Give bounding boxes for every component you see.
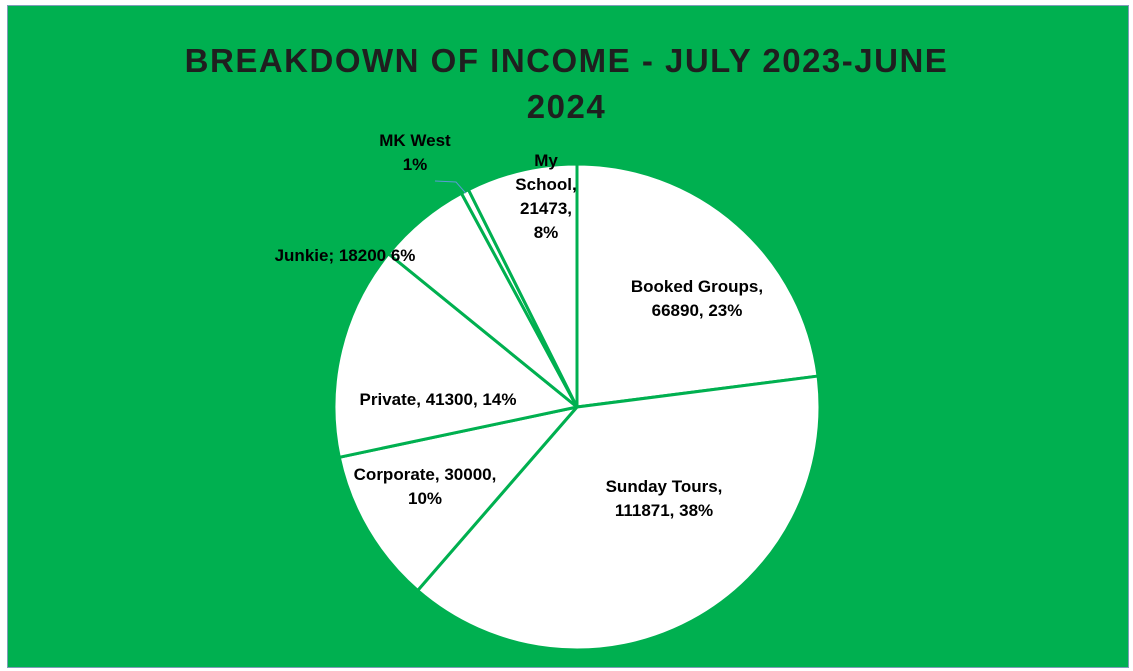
- data-label-line: MK West: [379, 131, 451, 150]
- data-label-line: 8%: [534, 223, 559, 242]
- leader-line-mk-west: [434, 180, 467, 194]
- data-label-line: Corporate, 30000,: [354, 465, 497, 484]
- data-label-line: Junkie; 18200 6%: [275, 246, 416, 265]
- data-label-booked-groups: Booked Groups, 66890, 23%: [631, 277, 763, 320]
- data-label-private: Private, 41300, 14%: [360, 390, 517, 409]
- data-label-line: 1%: [403, 155, 428, 174]
- chart-title-line1: BREAKDOWN OF INCOME - JULY 2023-JUNE: [184, 42, 949, 79]
- data-label-line: My: [534, 151, 558, 170]
- pie-slice-private: [332, 252, 579, 459]
- data-label-line: 10%: [408, 489, 442, 508]
- pie-slice-my-school: [466, 162, 579, 409]
- data-label-line: 66890, 23%: [652, 301, 743, 320]
- data-label-my-school: My School, 21473, 8%: [515, 151, 576, 242]
- data-label-mk-west: MK West 1%: [379, 131, 451, 174]
- data-label-junkie: Junkie; 18200 6%: [275, 246, 416, 265]
- pie-slice-corporate: [337, 405, 579, 592]
- data-label-line: 111871, 38%: [615, 501, 713, 520]
- chart-title: BREAKDOWN OF INCOME - JULY 2023-JUNE 202…: [0, 38, 1133, 130]
- chart-title-line2: 2024: [526, 88, 607, 125]
- data-label-line: Sunday Tours,: [606, 477, 723, 496]
- data-label-sunday-tours: Sunday Tours, 111871, 38%: [606, 477, 723, 520]
- data-label-line: School,: [515, 175, 576, 194]
- data-label-line: 21473,: [520, 199, 572, 218]
- data-label-line: Booked Groups,: [631, 277, 763, 296]
- pie-slice-booked-groups: [575, 162, 820, 409]
- data-label-line: Private, 41300, 14%: [360, 390, 517, 409]
- pie-slice-sunday-tours: [416, 374, 822, 652]
- data-label-corporate: Corporate, 30000, 10%: [354, 465, 497, 508]
